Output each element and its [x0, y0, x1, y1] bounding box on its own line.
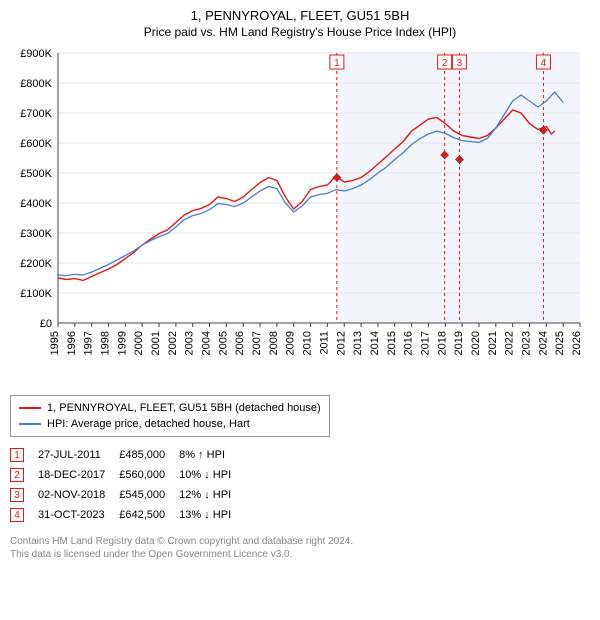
svg-text:2007: 2007	[251, 331, 263, 355]
transaction-pct: 12% ↓ HPI	[179, 485, 245, 505]
svg-text:1: 1	[334, 58, 340, 69]
chart-title-block: 1, PENNYROYAL, FLEET, GU51 5BH Price pai…	[10, 8, 590, 39]
svg-text:2020: 2020	[470, 331, 482, 355]
transactions-table: 1 27-JUL-2011£485,0008% ↑ HPI 2 18-DEC-2017…	[10, 445, 245, 525]
svg-text:3: 3	[457, 58, 463, 69]
svg-text:2014: 2014	[369, 331, 381, 355]
svg-text:4: 4	[541, 58, 547, 69]
title-subtitle: Price paid vs. HM Land Registry's House …	[10, 25, 590, 39]
chart-container: 1, PENNYROYAL, FLEET, GU51 5BH Price pai…	[0, 0, 600, 571]
svg-text:£500K: £500K	[20, 168, 52, 180]
legend-item: HPI: Average price, detached house, Hart	[19, 416, 321, 432]
svg-text:2015: 2015	[386, 331, 398, 355]
svg-text:2008: 2008	[268, 331, 280, 355]
svg-text:1996: 1996	[66, 331, 78, 355]
transaction-row: 4 31-OCT-2023£642,50013% ↓ HPI	[10, 505, 245, 525]
svg-text:2016: 2016	[403, 331, 415, 355]
svg-text:2: 2	[442, 58, 448, 69]
svg-text:2021: 2021	[487, 331, 499, 355]
transaction-badge: 1	[10, 448, 24, 462]
svg-text:2012: 2012	[335, 331, 347, 355]
footer-line2: This data is licensed under the Open Gov…	[10, 548, 590, 561]
svg-text:£400K: £400K	[20, 198, 52, 210]
legend-swatch	[19, 407, 41, 409]
footer-attribution: Contains HM Land Registry data © Crown c…	[10, 535, 590, 561]
svg-text:2004: 2004	[201, 331, 213, 355]
footer-line1: Contains HM Land Registry data © Crown c…	[10, 535, 590, 548]
svg-text:2025: 2025	[554, 331, 566, 355]
transaction-row: 2 18-DEC-2017£560,00010% ↓ HPI	[10, 465, 245, 485]
svg-text:2023: 2023	[520, 331, 532, 355]
transaction-price: £642,500	[119, 505, 179, 525]
svg-text:2013: 2013	[352, 331, 364, 355]
chart-plot: £0 £100K £200K £300K £400K £500K £600K £700K £80…	[10, 45, 590, 387]
transaction-price: £545,000	[119, 485, 179, 505]
svg-text:£300K: £300K	[20, 228, 52, 240]
svg-text:2019: 2019	[453, 331, 465, 355]
transaction-badge: 3	[10, 488, 24, 502]
transaction-price: £485,000	[119, 445, 179, 465]
svg-text:£900K: £900K	[20, 48, 52, 60]
svg-text:2024: 2024	[537, 331, 549, 355]
transaction-pct: 13% ↓ HPI	[179, 505, 245, 525]
svg-text:1999: 1999	[116, 331, 128, 355]
transaction-pct: 10% ↓ HPI	[179, 465, 245, 485]
transaction-date: 27-JUL-2011	[38, 445, 119, 465]
svg-text:2006: 2006	[234, 331, 246, 355]
title-address: 1, PENNYROYAL, FLEET, GU51 5BH	[10, 8, 590, 23]
svg-text:2009: 2009	[285, 331, 297, 355]
svg-text:£100K: £100K	[20, 288, 52, 300]
svg-text:2011: 2011	[318, 331, 330, 355]
transaction-pct: 8% ↑ HPI	[179, 445, 245, 465]
svg-text:2005: 2005	[217, 331, 229, 355]
svg-text:2026: 2026	[571, 331, 583, 355]
legend-label: 1, PENNYROYAL, FLEET, GU51 5BH (detached…	[47, 402, 321, 414]
svg-text:£800K: £800K	[20, 78, 52, 90]
svg-text:£0: £0	[40, 318, 52, 330]
transaction-badge: 2	[10, 468, 24, 482]
svg-text:1995: 1995	[49, 331, 61, 355]
legend: 1, PENNYROYAL, FLEET, GU51 5BH (detached…	[10, 395, 330, 437]
svg-text:£700K: £700K	[20, 108, 52, 120]
svg-text:2010: 2010	[302, 331, 314, 355]
svg-text:2017: 2017	[419, 331, 431, 355]
transaction-row: 3 02-NOV-2018£545,00012% ↓ HPI	[10, 485, 245, 505]
legend-item: 1, PENNYROYAL, FLEET, GU51 5BH (detached…	[19, 400, 321, 416]
transaction-row: 1 27-JUL-2011£485,0008% ↑ HPI	[10, 445, 245, 465]
legend-swatch	[19, 423, 41, 425]
legend-label: HPI: Average price, detached house, Hart	[47, 418, 250, 430]
svg-text:2002: 2002	[167, 331, 179, 355]
svg-text:2018: 2018	[436, 331, 448, 355]
svg-text:2001: 2001	[150, 331, 162, 355]
svg-text:£600K: £600K	[20, 138, 52, 150]
svg-text:2003: 2003	[184, 331, 196, 355]
svg-text:£200K: £200K	[20, 258, 52, 270]
transaction-date: 18-DEC-2017	[38, 465, 119, 485]
svg-text:2000: 2000	[133, 331, 145, 355]
transaction-date: 31-OCT-2023	[38, 505, 119, 525]
transaction-badge: 4	[10, 508, 24, 522]
transaction-date: 02-NOV-2018	[38, 485, 119, 505]
chart-svg: £0 £100K £200K £300K £400K £500K £600K £700K £80…	[10, 45, 590, 387]
svg-text:1998: 1998	[100, 331, 112, 355]
svg-text:2022: 2022	[504, 331, 516, 355]
svg-text:1997: 1997	[83, 331, 95, 355]
transaction-price: £560,000	[119, 465, 179, 485]
